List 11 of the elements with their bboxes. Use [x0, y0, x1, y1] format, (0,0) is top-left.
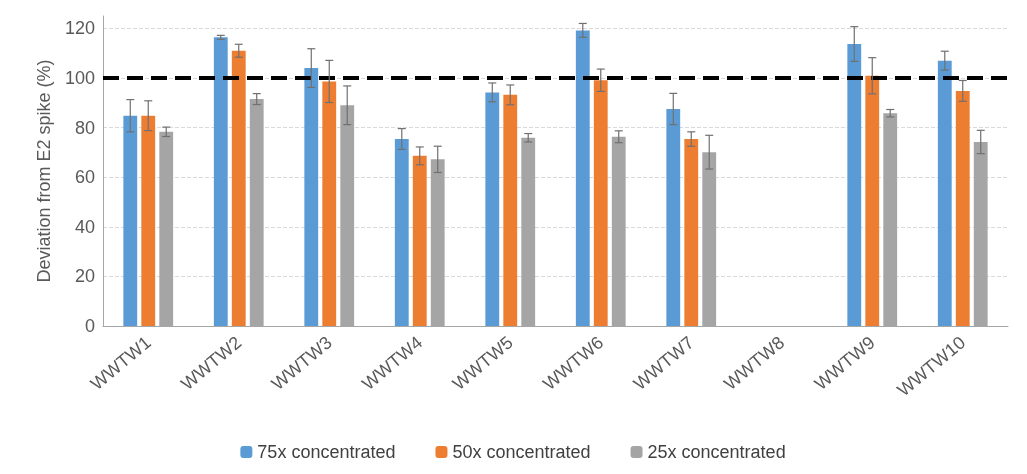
legend-label: 50x concentrated: [452, 442, 591, 462]
y-tick-label: 80: [74, 117, 95, 138]
y-tick-label: 40: [74, 216, 95, 237]
y-tick-label: 0: [84, 316, 95, 336]
y-tick-label: 120: [64, 18, 95, 39]
y-tick-label: 60: [74, 167, 95, 188]
legend-label: 75x concentrated: [257, 442, 396, 462]
y-tick-label: 20: [74, 266, 95, 287]
legend-label: 25x concentrated: [647, 442, 786, 462]
y-axis-title: Deviation from E2 spike (%): [34, 59, 54, 283]
y-tick-label: 100: [64, 68, 95, 88]
